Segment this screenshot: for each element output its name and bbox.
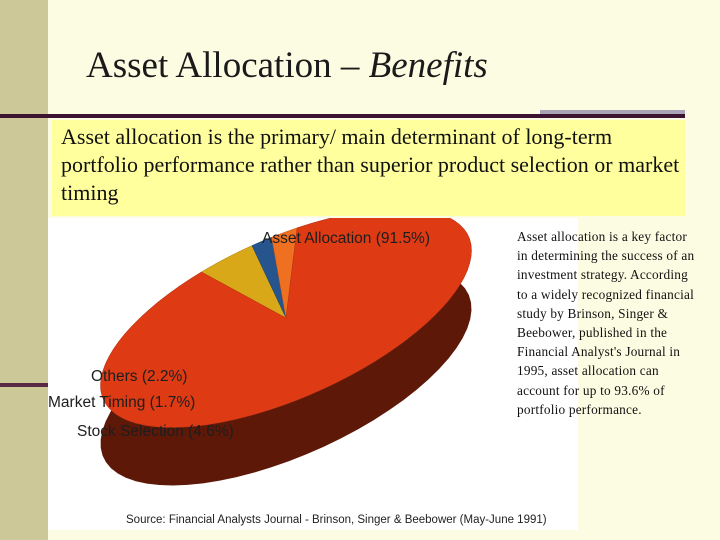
pie-label-market-timing: Market Timing (1.7%) xyxy=(48,394,195,411)
pie-label-stock-selection: Stock Selection (4.6%) xyxy=(77,423,234,440)
slide-title-italic: Benefits xyxy=(368,45,488,86)
pie-slice-asset-allocation xyxy=(100,218,472,428)
pie-slice-market-timing xyxy=(251,236,287,319)
chart-source: Source: Financial Analysts Journal - Bri… xyxy=(126,514,547,526)
highlight-box xyxy=(52,120,685,216)
slide-title-main: Asset Allocation – xyxy=(86,45,369,86)
decorative-left-bar xyxy=(0,0,48,540)
slide-title: Asset Allocation – Benefits xyxy=(86,44,488,87)
decorative-left-bar-accent xyxy=(0,383,48,387)
pie-top-group xyxy=(100,218,472,428)
pie-label-asset-allocation: Asset Allocation (91.5%) xyxy=(262,230,430,247)
title-rule-accent xyxy=(540,110,685,116)
pie-labels-group: Asset Allocation (91.5%) Stock Selection … xyxy=(48,230,430,440)
pie-chart: Asset Allocation (91.5%) Stock Selection … xyxy=(48,218,547,526)
pie-slice-stock-selection xyxy=(200,245,287,319)
pie-label-others: Others (2.2%) xyxy=(91,368,187,385)
side-text: Asset allocation is a key factor in dete… xyxy=(517,229,695,417)
title-rule xyxy=(0,114,685,118)
highlight-text: Asset allocation is the primary/ main de… xyxy=(61,124,680,205)
pie-slice-others xyxy=(271,227,298,319)
